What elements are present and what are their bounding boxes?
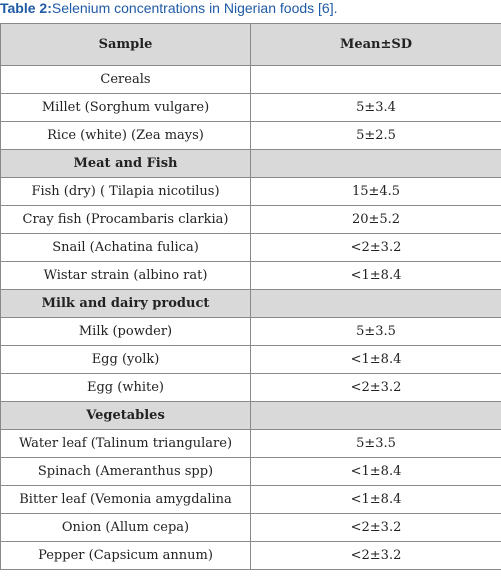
mean-sd-cell: <1±8.4 [250, 485, 501, 514]
section-row: Cereals [0, 65, 501, 94]
sample-cell: Egg (yolk) [0, 345, 251, 374]
sample-cell: Rice (white) (Zea mays) [0, 121, 251, 150]
selenium-table: Sample Mean±SD Cereals Millet (Sorghum vu… [0, 23, 501, 570]
table-caption-label: Table 2: [0, 0, 52, 16]
section-row: Meat and Fish [0, 149, 501, 178]
table-row: Onion (Allum cepa) <2±3.2 [0, 513, 501, 542]
section-title: Vegetables [0, 401, 251, 430]
table-row: Pepper (Capsicum annum) <2±3.2 [0, 541, 501, 570]
sample-cell: Bitter leaf (Vemonia amygdalina [0, 485, 251, 514]
section-title: Cereals [0, 65, 251, 94]
mean-sd-cell: 5±2.5 [250, 121, 501, 150]
table-row: Rice (white) (Zea mays) 5±2.5 [0, 121, 501, 150]
section-row: Vegetables [0, 401, 501, 430]
mean-sd-cell: <2±3.2 [250, 513, 501, 542]
table-row: Egg (white) <2±3.2 [0, 373, 501, 402]
table-caption-text: Selenium concentrations in Nigerian food… [51, 0, 338, 16]
table-row: Milk (powder) 5±3.5 [0, 317, 501, 346]
mean-sd-cell: <2±3.2 [250, 373, 501, 402]
sample-cell: Spinach (Ameranthus spp) [0, 457, 251, 486]
table-row: Cray fish (Procambaris clarkia) 20±5.2 [0, 205, 501, 234]
mean-sd-cell [250, 401, 501, 430]
mean-sd-cell: <2±3.2 [250, 541, 501, 570]
table-caption: Table 2:Selenium concentrations in Niger… [0, 0, 501, 22]
mean-sd-cell [250, 149, 501, 178]
table-row: Fish (dry) ( Tilapia nicotilus) 15±4.5 [0, 177, 501, 206]
sample-cell: Fish (dry) ( Tilapia nicotilus) [0, 177, 251, 206]
mean-sd-cell: <1±8.4 [250, 345, 501, 374]
table-body: Cereals Millet (Sorghum vulgare) 5±3.4 Rice… [0, 65, 501, 570]
header-mean-sd: Mean±SD [250, 23, 501, 66]
mean-sd-cell: <1±8.4 [250, 457, 501, 486]
mean-sd-cell: 15±4.5 [250, 177, 501, 206]
mean-sd-cell: <2±3.2 [250, 233, 501, 262]
sample-cell: Cray fish (Procambaris clarkia) [0, 205, 251, 234]
section-title: Meat and Fish [0, 149, 251, 178]
table-row: Millet (Sorghum vulgare) 5±3.4 [0, 93, 501, 122]
mean-sd-cell: 20±5.2 [250, 205, 501, 234]
mean-sd-cell: 5±3.4 [250, 93, 501, 122]
mean-sd-cell [250, 289, 501, 318]
sample-cell: Water leaf (Talinum triangulare) [0, 429, 251, 458]
sample-cell: Millet (Sorghum vulgare) [0, 93, 251, 122]
table-row: Egg (yolk) <1±8.4 [0, 345, 501, 374]
mean-sd-cell: 5±3.5 [250, 317, 501, 346]
header-sample: Sample [0, 23, 251, 66]
table-row: Wistar strain (albino rat) <1±8.4 [0, 261, 501, 290]
mean-sd-cell [250, 65, 501, 94]
sample-cell: Milk (powder) [0, 317, 251, 346]
sample-cell: Snail (Achatina fulica) [0, 233, 251, 262]
table-row: Bitter leaf (Vemonia amygdalina <1±8.4 [0, 485, 501, 514]
table-row: Spinach (Ameranthus spp) <1±8.4 [0, 457, 501, 486]
mean-sd-cell: <1±8.4 [250, 261, 501, 290]
sample-cell: Egg (white) [0, 373, 251, 402]
table-header-row: Sample Mean±SD [0, 23, 501, 66]
section-title: Milk and dairy product [0, 289, 251, 318]
section-row: Milk and dairy product [0, 289, 501, 318]
table-row: Water leaf (Talinum triangulare) 5±3.5 [0, 429, 501, 458]
sample-cell: Pepper (Capsicum annum) [0, 541, 251, 570]
sample-cell: Wistar strain (albino rat) [0, 261, 251, 290]
mean-sd-cell: 5±3.5 [250, 429, 501, 458]
table-row: Snail (Achatina fulica) <2±3.2 [0, 233, 501, 262]
sample-cell: Onion (Allum cepa) [0, 513, 251, 542]
